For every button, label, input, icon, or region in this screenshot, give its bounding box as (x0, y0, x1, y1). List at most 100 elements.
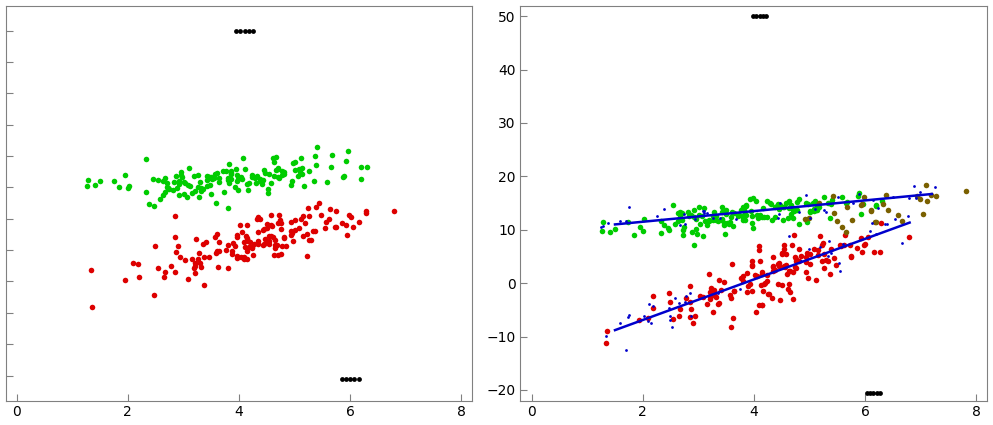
Point (697, 217, 713, 224)
Point (854, 248, 870, 255)
Point (775, 250, 790, 257)
Point (284, 177, 300, 184)
Point (138, 156, 154, 163)
Point (869, 389, 885, 396)
Point (239, 186, 255, 193)
Point (722, 218, 738, 225)
Point (236, 239, 252, 246)
Point (780, 204, 796, 211)
Point (229, 253, 245, 260)
Point (788, 264, 804, 271)
Point (791, 220, 807, 227)
Point (173, 253, 189, 260)
Point (702, 296, 718, 303)
Point (785, 268, 801, 275)
Point (681, 283, 697, 289)
Point (199, 173, 214, 179)
Point (799, 249, 815, 256)
Point (308, 204, 324, 210)
Point (219, 241, 235, 248)
Point (130, 261, 146, 267)
Point (723, 295, 739, 302)
Point (296, 212, 312, 219)
Point (155, 192, 171, 199)
Point (664, 323, 680, 330)
Point (780, 233, 796, 240)
Point (705, 215, 721, 221)
Point (832, 242, 848, 249)
Point (783, 201, 799, 208)
Point (194, 185, 210, 192)
Point (334, 375, 350, 382)
Point (640, 314, 656, 321)
Point (252, 176, 268, 183)
Point (284, 182, 300, 189)
Point (749, 13, 765, 20)
Point (771, 259, 786, 266)
Point (293, 155, 309, 162)
Point (652, 218, 668, 225)
Point (801, 250, 817, 257)
Point (726, 223, 742, 230)
Point (867, 218, 883, 225)
Point (707, 214, 723, 221)
Point (155, 178, 171, 185)
Point (323, 164, 339, 170)
Point (207, 175, 222, 182)
Point (353, 164, 368, 170)
Point (619, 218, 635, 224)
Point (274, 172, 290, 178)
Point (843, 254, 859, 261)
Point (744, 262, 760, 269)
Point (692, 221, 708, 228)
Point (834, 224, 850, 231)
Point (245, 27, 261, 34)
Point (859, 389, 875, 396)
Point (170, 243, 186, 249)
Point (612, 320, 628, 326)
Point (230, 186, 246, 193)
Point (894, 218, 910, 224)
Point (321, 215, 337, 222)
Point (82, 266, 98, 273)
Point (696, 208, 712, 215)
Point (713, 286, 729, 293)
Point (229, 171, 245, 178)
Point (244, 173, 260, 180)
Point (731, 211, 747, 218)
Point (781, 280, 797, 287)
Point (770, 261, 785, 267)
Point (800, 246, 816, 253)
Point (817, 257, 833, 264)
Point (662, 299, 678, 306)
Point (223, 171, 239, 178)
Point (671, 221, 687, 228)
Point (851, 191, 867, 198)
Point (643, 320, 659, 326)
Point (621, 312, 637, 319)
Point (111, 184, 127, 191)
Point (386, 208, 402, 215)
Point (662, 317, 678, 324)
Point (265, 155, 281, 162)
Point (661, 226, 677, 233)
Point (798, 218, 814, 225)
Point (284, 230, 300, 236)
Point (237, 243, 253, 250)
Point (781, 198, 797, 204)
Point (263, 233, 279, 240)
Point (826, 210, 842, 217)
Point (211, 263, 226, 270)
Point (784, 206, 800, 213)
Point (721, 221, 737, 228)
Point (241, 27, 257, 34)
Point (677, 298, 693, 305)
Point (274, 167, 290, 174)
Point (771, 280, 786, 287)
Point (868, 219, 884, 226)
Point (798, 268, 814, 275)
Point (292, 167, 308, 174)
Point (317, 224, 333, 231)
Point (909, 195, 924, 201)
Point (735, 204, 751, 210)
